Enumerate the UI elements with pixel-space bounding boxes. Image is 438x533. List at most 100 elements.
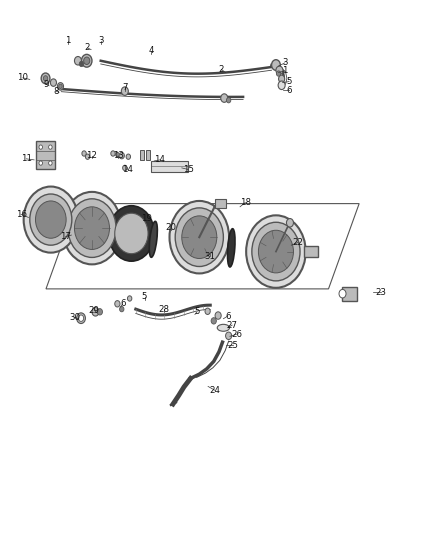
Circle shape xyxy=(339,289,346,298)
Circle shape xyxy=(127,296,132,301)
Circle shape xyxy=(115,213,148,254)
Circle shape xyxy=(226,98,231,103)
Text: 22: 22 xyxy=(292,238,304,247)
Text: 6: 6 xyxy=(286,86,292,94)
Text: 8: 8 xyxy=(53,87,59,95)
Bar xyxy=(151,161,188,172)
Text: 13: 13 xyxy=(113,151,124,160)
Circle shape xyxy=(81,54,92,67)
Text: 5: 5 xyxy=(142,293,147,301)
Circle shape xyxy=(119,152,124,159)
Circle shape xyxy=(258,230,293,273)
Circle shape xyxy=(120,306,124,312)
Text: 1: 1 xyxy=(282,67,287,75)
Text: 6: 6 xyxy=(225,312,230,320)
Circle shape xyxy=(272,60,280,70)
Text: 29: 29 xyxy=(89,306,99,314)
Circle shape xyxy=(74,56,81,65)
Circle shape xyxy=(246,215,306,288)
Text: 1: 1 xyxy=(65,36,71,45)
Circle shape xyxy=(57,83,64,90)
Circle shape xyxy=(85,154,90,159)
Text: 28: 28 xyxy=(159,305,170,313)
Bar xyxy=(342,287,357,301)
Text: 20: 20 xyxy=(165,223,177,232)
Circle shape xyxy=(79,61,84,67)
Circle shape xyxy=(39,161,42,165)
Circle shape xyxy=(30,194,72,245)
Text: 23: 23 xyxy=(375,288,387,296)
Text: 17: 17 xyxy=(60,232,71,241)
Text: 5: 5 xyxy=(286,77,292,86)
Ellipse shape xyxy=(217,324,230,331)
Circle shape xyxy=(226,332,232,340)
Circle shape xyxy=(35,201,66,238)
Text: 19: 19 xyxy=(141,214,152,223)
Circle shape xyxy=(286,219,293,227)
Text: 31: 31 xyxy=(205,252,216,261)
Circle shape xyxy=(43,76,48,81)
Text: 2: 2 xyxy=(85,44,90,52)
Circle shape xyxy=(182,216,217,259)
Text: 26: 26 xyxy=(231,330,242,338)
Text: 15: 15 xyxy=(183,165,194,174)
Circle shape xyxy=(41,73,50,84)
Circle shape xyxy=(39,145,42,149)
Circle shape xyxy=(121,87,128,95)
Circle shape xyxy=(126,154,131,159)
Text: 5: 5 xyxy=(194,308,200,316)
Circle shape xyxy=(205,308,210,314)
Text: 2: 2 xyxy=(219,65,224,74)
Circle shape xyxy=(84,57,90,64)
Text: 12: 12 xyxy=(86,151,98,160)
Circle shape xyxy=(211,318,216,324)
Bar xyxy=(304,246,318,257)
Circle shape xyxy=(59,84,62,88)
Circle shape xyxy=(49,161,52,165)
Circle shape xyxy=(68,199,116,257)
Circle shape xyxy=(24,187,78,253)
Text: 16: 16 xyxy=(15,210,27,219)
Text: 3: 3 xyxy=(98,36,103,45)
Circle shape xyxy=(221,94,228,102)
Circle shape xyxy=(82,151,86,156)
Bar xyxy=(140,150,144,160)
Text: 14: 14 xyxy=(121,165,133,174)
Circle shape xyxy=(50,79,57,86)
Circle shape xyxy=(278,81,285,90)
Text: 27: 27 xyxy=(226,321,238,329)
Circle shape xyxy=(111,151,115,156)
Circle shape xyxy=(92,308,99,316)
Ellipse shape xyxy=(149,221,157,257)
Circle shape xyxy=(49,145,52,149)
Text: 3: 3 xyxy=(282,59,287,67)
Circle shape xyxy=(109,206,154,261)
Text: 6: 6 xyxy=(120,300,125,308)
Text: 30: 30 xyxy=(69,313,80,321)
Circle shape xyxy=(175,208,223,266)
Circle shape xyxy=(116,152,119,157)
Text: 9: 9 xyxy=(43,80,49,88)
Text: 18: 18 xyxy=(240,198,251,207)
Circle shape xyxy=(215,312,221,319)
Bar xyxy=(36,141,55,169)
Text: 25: 25 xyxy=(227,341,239,350)
Circle shape xyxy=(78,315,84,321)
Circle shape xyxy=(115,301,120,307)
Circle shape xyxy=(77,313,85,324)
Circle shape xyxy=(123,165,127,171)
Text: 14: 14 xyxy=(154,156,166,164)
Circle shape xyxy=(62,192,122,264)
Circle shape xyxy=(252,222,300,281)
Bar xyxy=(146,150,150,160)
Circle shape xyxy=(170,201,229,273)
Bar xyxy=(215,199,226,208)
Circle shape xyxy=(97,309,102,315)
Text: 4: 4 xyxy=(148,46,154,55)
Text: 24: 24 xyxy=(209,386,220,394)
Circle shape xyxy=(276,71,281,76)
Circle shape xyxy=(74,207,110,249)
Text: 7: 7 xyxy=(122,83,127,92)
Text: 10: 10 xyxy=(17,74,28,82)
Circle shape xyxy=(276,66,283,75)
